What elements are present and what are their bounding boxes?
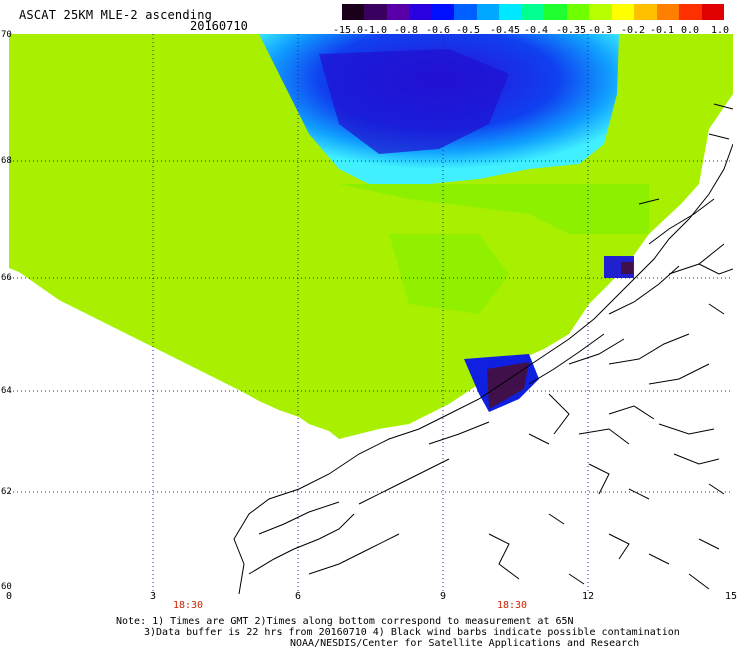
product-date: 20160710 (190, 19, 248, 33)
color-swatch (701, 4, 724, 20)
lon-label: 0 (5, 591, 13, 602)
credit-line: NOAA/NESDIS/Center for Satellite Applica… (290, 638, 640, 649)
scale-label: -0.45 (489, 25, 521, 36)
lon-label: 6 (294, 591, 302, 602)
scale-label: -0.8 (393, 25, 419, 36)
color-swatch (656, 4, 680, 20)
coastline (233, 103, 733, 594)
green-patch (339, 184, 649, 234)
scale-label: -0.1 (649, 25, 675, 36)
scale-label: -15.0 (332, 25, 364, 36)
scale-label: 1.0 (710, 25, 730, 36)
color-swatch (589, 4, 612, 20)
note-line-2: 3)Data buffer is 22 hrs from 20160710 4)… (144, 627, 680, 638)
lat-label: 60 (1, 582, 12, 592)
color-swatch (364, 4, 387, 20)
green-patch (389, 234, 509, 314)
color-scale-bar (342, 4, 724, 20)
map-canvas (9, 34, 733, 594)
time-label: 18:30 (172, 600, 204, 611)
color-swatch (566, 4, 590, 20)
note-line-1: Note: 1) Times are GMT 2)Times along bot… (116, 616, 574, 627)
scale-label: -0.4 (523, 25, 549, 36)
lat-label: 68 (1, 156, 12, 166)
scale-label: -1.0 (362, 25, 388, 36)
scale-label: -0.2 (620, 25, 646, 36)
lat-label: 66 (1, 273, 12, 283)
time-label: 18:30 (496, 600, 528, 611)
product-title: ASCAT 25KM MLE-2 ascending (19, 8, 213, 22)
coastal-purple-patch (621, 262, 633, 274)
color-swatch (431, 4, 455, 20)
scale-label: -0.35 (555, 25, 587, 36)
lon-label: 9 (439, 591, 447, 602)
color-swatch (499, 4, 522, 20)
scale-label: -0.6 (425, 25, 451, 36)
coastal-dark-patch (487, 362, 529, 409)
color-swatch (409, 4, 432, 20)
lon-label: 3 (149, 591, 157, 602)
color-swatch (679, 4, 702, 20)
scale-label: 0.0 (680, 25, 700, 36)
color-swatch (476, 4, 500, 20)
scale-label: -0.5 (455, 25, 481, 36)
deep-blue-core (319, 49, 509, 154)
scale-label: -0.3 (587, 25, 613, 36)
color-swatch (611, 4, 635, 20)
color-swatch (544, 4, 567, 20)
color-swatch (634, 4, 657, 20)
color-swatch (342, 4, 365, 20)
color-scale-labels: -15.0 -1.0 -0.8 -0.6 -0.5 -0.45 -0.4 -0.… (330, 25, 740, 37)
color-swatch (521, 4, 545, 20)
lat-label: 62 (1, 487, 12, 497)
wind-data-map (9, 34, 733, 594)
lon-label: 15 (724, 591, 738, 602)
color-swatch (454, 4, 477, 20)
lon-label: 12 (581, 591, 595, 602)
lat-lon-grid (9, 34, 733, 594)
lat-label: 70 (1, 30, 12, 40)
color-swatch (386, 4, 410, 20)
lat-label: 64 (1, 386, 12, 396)
